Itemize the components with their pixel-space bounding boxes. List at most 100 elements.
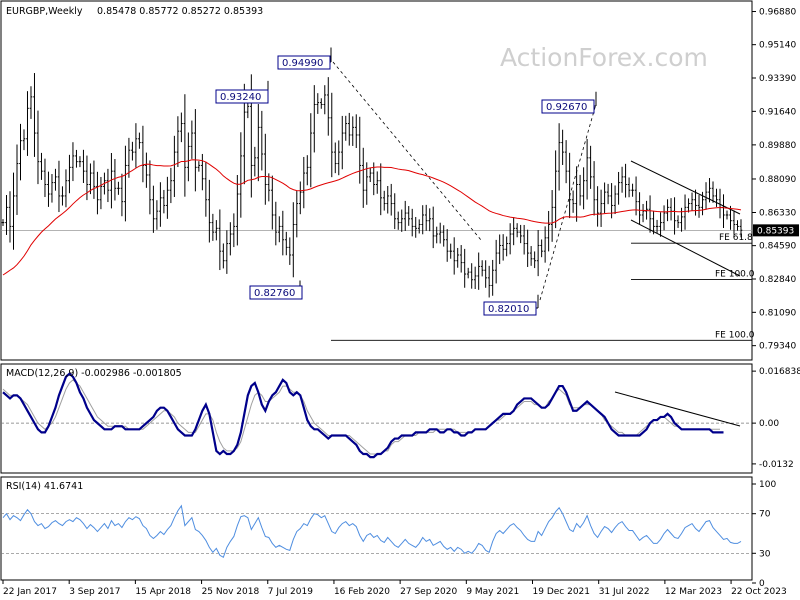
price-bar — [676, 215, 680, 228]
ema-line-group — [2, 159, 742, 276]
ohlc-readout: 0.85478 0.85772 0.85272 0.85393 — [97, 6, 263, 17]
price-bar — [298, 181, 302, 215]
level-annotation-box — [541, 99, 595, 114]
price-bar — [50, 174, 54, 203]
price-bar — [466, 267, 470, 279]
price-bar — [428, 208, 432, 232]
price-bar — [354, 114, 358, 149]
price-bar — [435, 226, 439, 244]
price-bar — [285, 231, 288, 256]
price-bar — [40, 152, 43, 180]
price-bar — [166, 176, 169, 219]
price-bar — [459, 245, 463, 273]
price-bar — [229, 222, 232, 256]
price-bar — [71, 142, 75, 182]
fe-levels: FE 61.8 FE 100.0 FE 100.0 — [331, 233, 755, 341]
price-bar — [264, 133, 267, 205]
price-bar — [414, 216, 418, 238]
price-tick-label: 0.93390 — [759, 74, 796, 84]
price-bar — [393, 193, 397, 230]
price-bar — [281, 210, 285, 256]
price-bar — [694, 189, 697, 216]
price-bar — [302, 156, 306, 209]
price-bar — [473, 266, 477, 290]
price-bar — [617, 171, 620, 205]
price-bar — [337, 140, 341, 176]
price-bar — [589, 145, 592, 189]
price-bar — [603, 182, 606, 214]
time-tick-label: 3 Sep 2017 — [69, 587, 120, 597]
macd-title: MACD(12,26,9) -0.002986 -0.001805 — [6, 368, 182, 379]
price-bar — [43, 158, 47, 198]
price-bar — [697, 194, 701, 218]
price-bar — [232, 213, 236, 248]
price-bar — [547, 210, 550, 252]
price-bar — [145, 152, 148, 188]
price-bar — [732, 210, 736, 235]
time-tick-label: 9 May 2021 — [466, 587, 519, 597]
price-tick-label: 0.88090 — [759, 175, 796, 185]
price-bar — [515, 223, 519, 238]
price-bar — [197, 161, 201, 172]
price-bar — [634, 176, 638, 216]
price-bar — [29, 86, 33, 119]
price-bar — [571, 190, 575, 213]
rsi-panel-frame — [0, 476, 753, 581]
fe-level-label: FE 100.0 — [715, 330, 755, 340]
price-bar — [152, 185, 155, 233]
price-bar — [641, 203, 645, 223]
price-bar — [480, 260, 484, 277]
price-bar — [568, 152, 571, 219]
price-bar — [456, 247, 459, 268]
price-tick-label: 0.79340 — [759, 342, 796, 352]
price-bar — [431, 206, 435, 249]
price-bar — [599, 189, 603, 227]
price-bar — [666, 199, 669, 222]
price-bar — [75, 149, 78, 168]
price-bar — [575, 166, 578, 222]
price-bar — [736, 220, 739, 231]
price-bar — [271, 175, 274, 230]
price-bar — [410, 208, 414, 237]
rsi-tick-label: 30 — [759, 549, 771, 559]
price-bar — [648, 195, 652, 233]
price-bar — [487, 265, 491, 298]
price-tick-label: 0.95140 — [759, 41, 796, 51]
price-bar — [127, 137, 131, 178]
price-bar — [183, 94, 187, 197]
price-bar — [386, 185, 390, 214]
price-bar — [1, 219, 5, 227]
watermark: ActionForex.com — [500, 43, 708, 72]
current-price-tag — [753, 224, 799, 237]
trend-channel — [332, 61, 741, 301]
price-bar — [89, 163, 92, 195]
price-bar — [124, 145, 127, 222]
price-bar — [652, 210, 655, 235]
chart-symbol-label: EURGBP,Weekly — [6, 6, 83, 17]
channel-upper-line — [630, 160, 741, 215]
price-bar — [47, 171, 50, 207]
price-bar — [498, 234, 501, 265]
time-tick-label: 19 Dec 2021 — [533, 587, 591, 597]
price-bar — [295, 190, 299, 238]
level-annotation-box — [483, 301, 537, 316]
macd-signal-line — [2, 379, 721, 455]
price-bar — [330, 92, 334, 178]
time-tick-label: 16 Feb 2020 — [334, 587, 390, 597]
macd-group: 0.016838 0.00 -0.0132 — [1, 367, 800, 470]
price-bar — [92, 160, 96, 199]
time-tick-label: 22 Oct 2023 — [731, 587, 787, 597]
rsi-line — [2, 504, 742, 558]
price-bar — [613, 185, 617, 215]
fe-level-label: FE 61.8 — [719, 233, 753, 243]
macd-tick-label: 0.00 — [759, 419, 779, 429]
zigzag-line-2 — [539, 103, 597, 301]
price-bar — [417, 219, 421, 234]
price-bar — [662, 205, 666, 231]
price-bar — [225, 230, 229, 274]
price-bar — [148, 160, 152, 215]
price-bar — [204, 161, 208, 217]
price-bar — [120, 173, 124, 217]
price-bar — [64, 169, 68, 208]
price-bar — [690, 192, 694, 211]
